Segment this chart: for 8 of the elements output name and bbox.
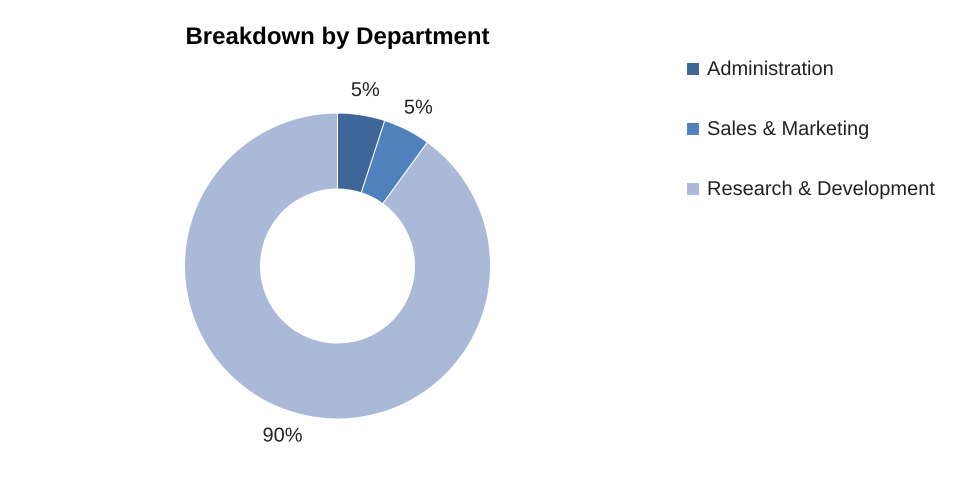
data-label: 5% bbox=[404, 96, 433, 118]
legend-label: Sales & Marketing bbox=[707, 118, 870, 140]
data-label: 90% bbox=[262, 424, 303, 446]
legend-label: Administration bbox=[707, 58, 834, 80]
legend-label: Research & Development bbox=[707, 178, 936, 200]
data-label: 5% bbox=[350, 79, 380, 102]
donut-slice bbox=[184, 112, 491, 420]
chart-title: Breakdown by Department bbox=[185, 23, 490, 50]
